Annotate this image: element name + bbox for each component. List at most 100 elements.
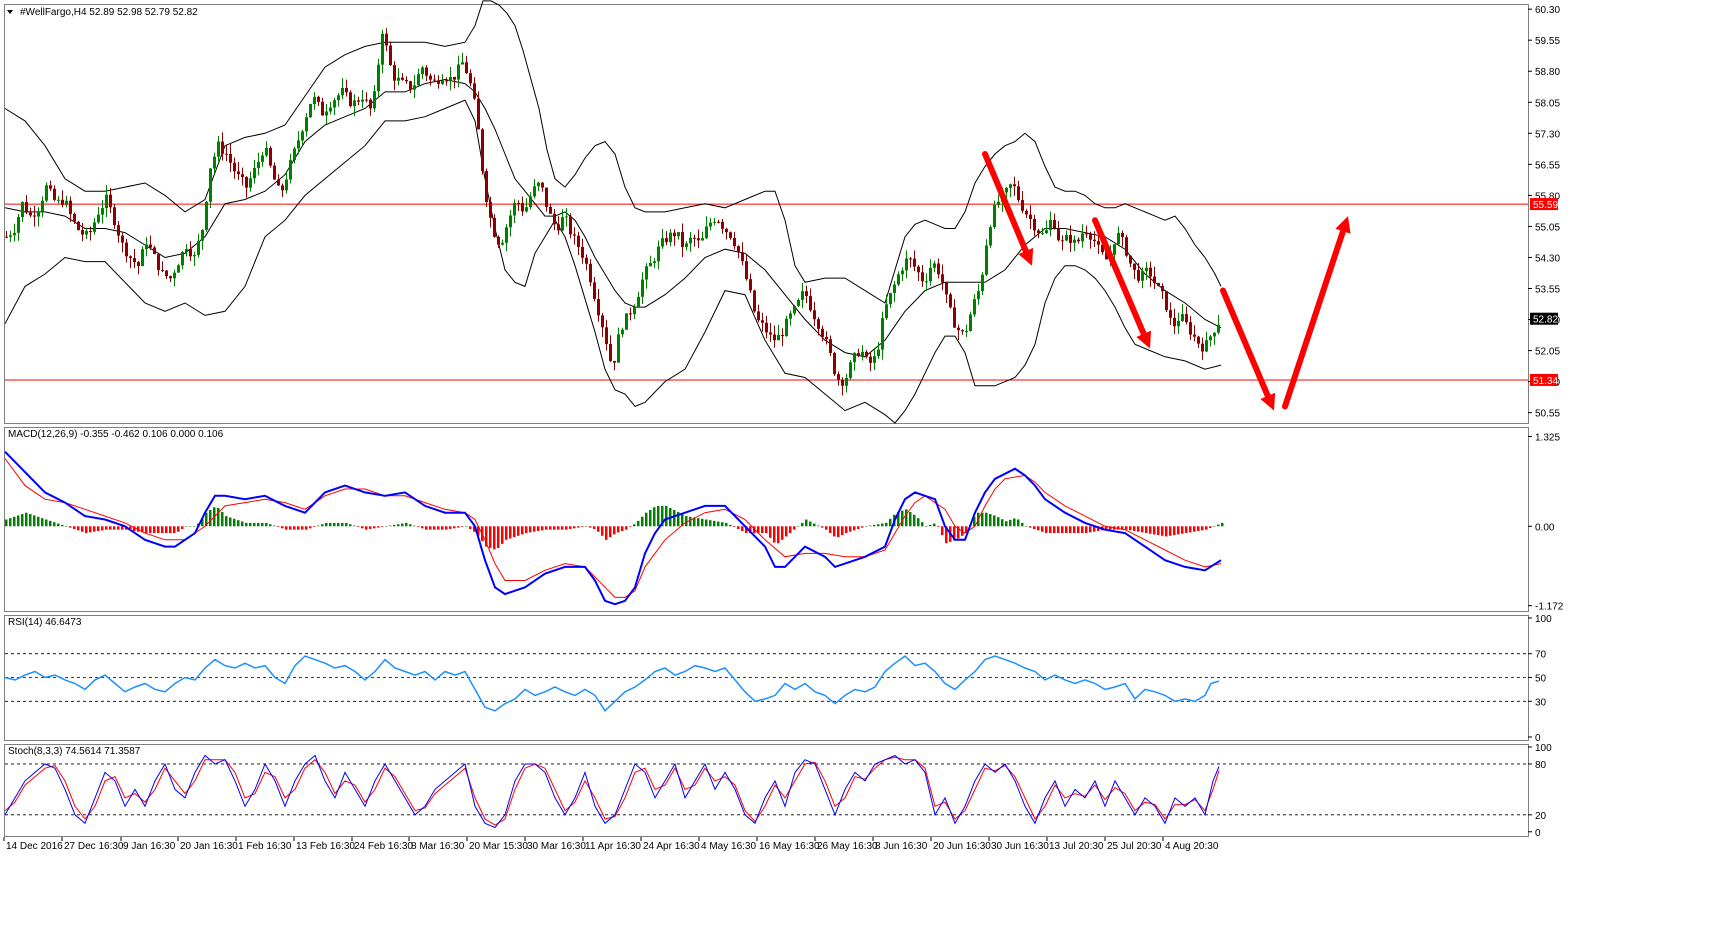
candle-body	[765, 322, 768, 333]
candle-body	[17, 216, 20, 233]
stoch-panel[interactable]	[4, 744, 1529, 837]
macd-histogram-bar	[417, 526, 420, 527]
candle-body	[233, 162, 236, 172]
candle-body	[533, 186, 536, 197]
candle-body	[861, 351, 864, 357]
macd-histogram-bar	[129, 526, 132, 531]
candle-body	[889, 293, 892, 305]
macd-histogram-bar	[1137, 526, 1140, 532]
macd-histogram-bar	[1057, 526, 1060, 534]
candle-body	[633, 306, 636, 315]
candle-body	[545, 187, 548, 207]
resistance-tag-label: 55.59	[1533, 200, 1558, 211]
dropdown-triangle-icon[interactable]	[7, 10, 13, 14]
macd-histogram-bar	[985, 512, 988, 527]
macd-histogram-bar	[433, 526, 436, 530]
macd-histogram-bar	[637, 520, 640, 527]
macd-histogram-bar	[685, 516, 688, 527]
macd-histogram-bar	[1061, 526, 1064, 534]
candle-body	[117, 225, 120, 236]
candle-body	[181, 252, 184, 266]
candle-body	[285, 179, 288, 191]
candle-body	[261, 155, 264, 162]
macd-histogram-bar	[861, 526, 864, 528]
candle-body	[249, 178, 252, 188]
candle-body	[685, 243, 688, 247]
candle-body	[609, 343, 612, 361]
candle-body	[677, 232, 680, 237]
forecast-arrow-4-head-icon	[1335, 216, 1351, 234]
candle-body	[649, 262, 652, 267]
candle-body	[817, 319, 820, 329]
candle-body	[149, 244, 152, 248]
candle-body	[237, 171, 240, 175]
time-tick-label: 4 May 16:30	[701, 841, 756, 852]
macd-histogram-bar	[865, 526, 868, 527]
macd-histogram-bar	[325, 522, 328, 527]
macd-histogram-bar	[621, 526, 624, 532]
forecast-arrow-1-shaft	[982, 150, 1029, 254]
candle-body	[1113, 244, 1116, 255]
macd-histogram-bar	[341, 522, 344, 527]
candle-body	[421, 67, 424, 75]
macd-histogram-bar	[825, 526, 828, 530]
macd-histogram-bar	[149, 526, 152, 534]
candle-body	[825, 336, 828, 340]
macd-histogram-bar	[313, 526, 316, 527]
candle-body	[697, 238, 700, 241]
time-tick-label: 8 Jun 16:30	[875, 841, 928, 852]
candle-body	[893, 284, 896, 294]
macd-histogram-bar	[677, 512, 680, 527]
current-price-tag-label: 52.82	[1533, 315, 1558, 326]
candle-body	[737, 246, 740, 253]
candle-body	[173, 272, 176, 279]
price-panel[interactable]	[4, 4, 1529, 424]
macd-histogram-bar	[1025, 526, 1028, 527]
macd-histogram-bar	[241, 521, 244, 527]
macd-histogram-bar	[989, 514, 992, 527]
macd-histogram-bar	[393, 524, 396, 527]
candle-body	[797, 299, 800, 306]
macd-histogram-bar	[37, 516, 40, 527]
candle-body	[377, 64, 380, 92]
macd-label: MACD(12,26,9) -0.355 -0.462 0.106 0.000 …	[8, 429, 224, 440]
macd-histogram-bar	[193, 526, 196, 527]
candle-body	[109, 194, 112, 208]
macd-histogram-bar	[33, 515, 36, 527]
macd-histogram-bar	[913, 514, 916, 527]
macd-histogram-bar	[901, 510, 904, 527]
price-tick-label: 58.05	[1535, 98, 1560, 109]
candle-body	[473, 83, 476, 99]
candle-body	[717, 221, 720, 223]
candle-body	[937, 263, 940, 275]
macd-tick-label: -1.172	[1535, 602, 1564, 613]
macd-histogram-bar	[73, 526, 76, 529]
stoch-indicator: 100 80 20 0	[4, 743, 1552, 839]
macd-histogram-bar	[501, 526, 504, 544]
candle-body	[841, 379, 844, 386]
candle-body	[877, 349, 880, 357]
macd-histogram-bar	[657, 505, 660, 527]
candle-body	[389, 45, 392, 66]
macd-histogram-bar	[493, 526, 496, 550]
macd-histogram-bar	[317, 525, 320, 527]
candle-body	[749, 279, 752, 291]
macd-histogram-bar	[777, 526, 780, 544]
macd-histogram-bar	[201, 518, 204, 527]
macd-histogram-bar	[869, 525, 872, 527]
candle-body	[541, 182, 544, 188]
candle-body	[1125, 237, 1128, 256]
macd-histogram-bar	[1081, 526, 1084, 534]
macd-panel[interactable]	[4, 427, 1529, 612]
macd-histogram-bar	[897, 512, 900, 527]
macd-histogram-bar	[297, 526, 300, 530]
candle-body	[757, 311, 760, 321]
macd-histogram-bar	[1109, 526, 1112, 530]
candle-body	[105, 194, 108, 209]
candle-body	[69, 200, 72, 214]
macd-histogram-bar	[77, 526, 80, 531]
macd-histogram-bar	[17, 515, 20, 527]
bollinger-lower	[4, 99, 1222, 424]
macd-histogram-bar	[957, 526, 960, 539]
